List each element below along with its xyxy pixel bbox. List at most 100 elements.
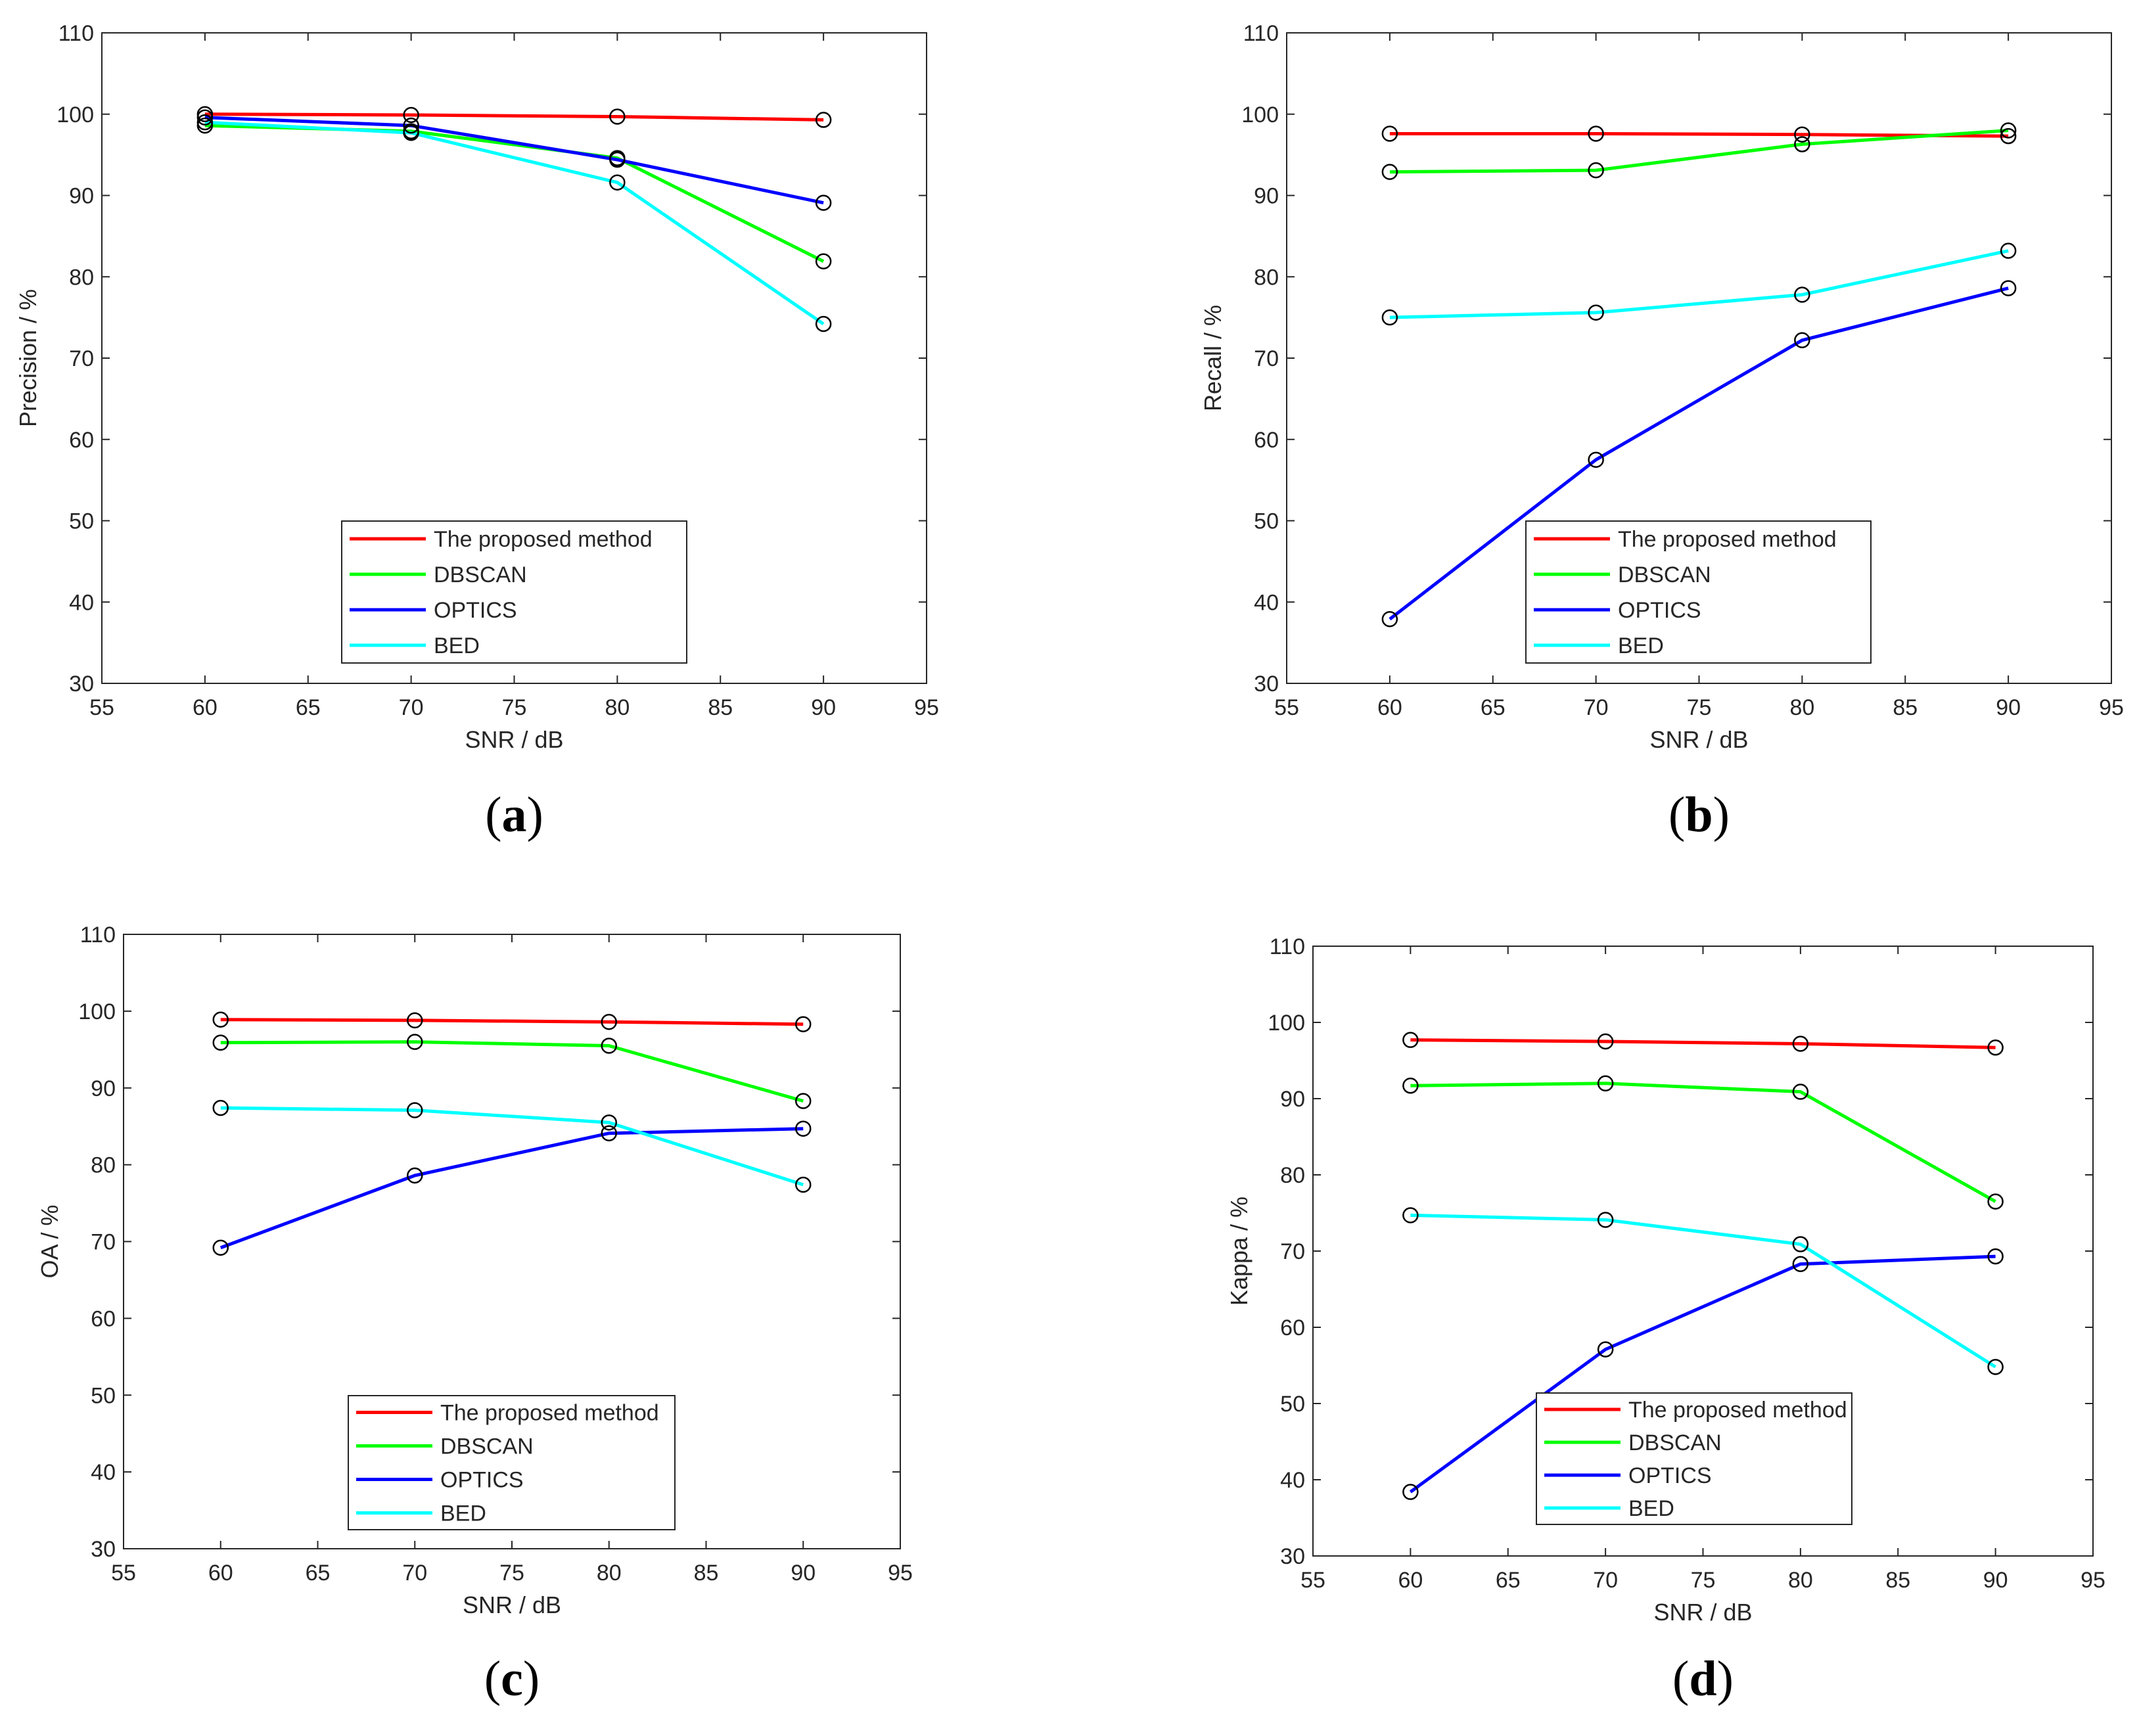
data-point-bed [1987, 1359, 2004, 1375]
data-point-optics [1597, 1341, 1614, 1358]
series-line-bed [1389, 249, 2009, 319]
x-tick-label: 65 [296, 695, 321, 720]
legend-label-dbscan: DBSCAN [434, 562, 527, 587]
panel-label: (a) [485, 787, 543, 842]
data-point-dbscan [2000, 122, 2017, 139]
x-tick-label: 65 [1481, 695, 1506, 720]
y-tick-label: 80 [1254, 265, 1279, 290]
y-tick-label: 90 [1254, 184, 1279, 209]
x-tick-label: 75 [1691, 1568, 1716, 1593]
data-point-dbscan [1381, 164, 1398, 180]
x-tick-label: 60 [193, 695, 218, 720]
data-point-bed [2000, 242, 2017, 259]
x-axis-label: SNR / dB [1653, 1599, 1752, 1626]
data-point-proposed [815, 112, 832, 128]
data-point-dbscan [795, 1093, 812, 1109]
x-tick-label: 65 [306, 1561, 331, 1586]
x-tick-label: 80 [597, 1561, 622, 1586]
data-point-bed [609, 174, 626, 191]
x-axis-label: SNR / dB [463, 1591, 561, 1618]
y-tick-label: 30 [69, 672, 94, 697]
y-tick-label: 70 [69, 346, 94, 371]
x-tick-label: 75 [499, 1561, 524, 1586]
y-tick-label: 60 [91, 1306, 116, 1331]
x-tick-label: 60 [1398, 1568, 1423, 1593]
x-tick-label: 85 [1885, 1568, 1910, 1593]
data-point-bed [1402, 1207, 1419, 1223]
legend-label-proposed: The proposed method [1628, 1398, 1847, 1423]
y-tick-label: 110 [1270, 934, 1305, 959]
data-point-proposed [1794, 126, 1810, 143]
x-axis-label: SNR / dB [1649, 726, 1748, 753]
series-line-optics [1389, 286, 2009, 621]
x-tick-label: 95 [888, 1561, 913, 1586]
y-tick-label: 30 [1280, 1544, 1305, 1569]
data-point-bed [1794, 286, 1810, 303]
x-tick-label: 80 [605, 695, 630, 720]
y-tick-label: 100 [57, 103, 94, 127]
legend-box [348, 1395, 676, 1530]
legend-label-optics: OPTICS [1618, 598, 1701, 623]
legend-label-proposed: The proposed method [440, 1401, 659, 1426]
data-point-optics [1588, 451, 1604, 468]
x-tick-label: 80 [1789, 695, 1814, 720]
y-tick-label: 80 [69, 265, 94, 290]
y-tick-label: 110 [80, 923, 116, 948]
data-point-optics [403, 117, 419, 134]
y-tick-label: 70 [1280, 1239, 1305, 1264]
data-point-proposed [1987, 1039, 2004, 1056]
data-point-optics [1402, 1484, 1419, 1500]
y-tick-label: 70 [91, 1230, 116, 1255]
y-tick-label: 100 [78, 999, 116, 1024]
y-axis-label: Recall / % [1199, 305, 1226, 411]
data-point-optics [601, 1125, 617, 1141]
data-point-bed [1597, 1212, 1614, 1228]
chart-panel-a: 55 60 65 70 75 80 85 90 95 30 40 50 60 70 80 90 100 110 SN… [14, 21, 939, 842]
series-line-dbscan [1410, 1082, 1996, 1203]
y-tick-label: 110 [58, 21, 94, 46]
data-point-proposed [1792, 1036, 1809, 1052]
y-tick-label: 90 [91, 1076, 116, 1101]
data-point-dbscan [407, 1034, 423, 1050]
y-tick-label: 70 [1254, 346, 1279, 371]
data-point-bed [815, 315, 832, 332]
legend-label-bed: BED [1618, 633, 1664, 658]
data-point-bed [212, 1099, 229, 1116]
legend-box [1536, 1392, 1852, 1525]
data-point-bed [196, 114, 214, 131]
x-tick-label: 95 [2099, 695, 2124, 720]
y-tick-label: 50 [69, 509, 94, 534]
x-tick-label: 90 [811, 695, 836, 720]
legend-label-dbscan: DBSCAN [440, 1434, 534, 1459]
x-tick-label: 90 [1996, 695, 2021, 720]
series-line-proposed [1389, 131, 2009, 138]
data-point-proposed [795, 1016, 812, 1032]
data-point-optics [1987, 1248, 2004, 1265]
series-line-dbscan [1389, 129, 2009, 174]
data-point-optics [2000, 280, 2017, 296]
legend-label-optics: OPTICS [1628, 1463, 1712, 1488]
y-axis-label: Precision / % [14, 289, 41, 427]
series-line-optics [204, 116, 824, 205]
series-line-proposed [204, 112, 824, 122]
data-point-dbscan [1987, 1193, 2004, 1210]
y-tick-label: 60 [1280, 1315, 1305, 1340]
x-tick-label: 55 [1274, 695, 1299, 720]
data-point-optics [196, 109, 214, 126]
y-axis-label: OA / % [36, 1204, 63, 1278]
panel-label: (d) [1672, 1651, 1734, 1706]
data-point-proposed [609, 108, 626, 125]
x-tick-label: 55 [1300, 1568, 1325, 1593]
panel-label: (b) [1668, 787, 1730, 842]
data-point-dbscan [1588, 162, 1604, 179]
x-tick-label: 60 [208, 1561, 233, 1586]
y-tick-label: 60 [1254, 428, 1279, 453]
panel-label: (c) [484, 1651, 540, 1706]
series-line-optics [1409, 1254, 1996, 1494]
y-tick-label: 50 [1280, 1392, 1305, 1417]
series-line-bed [204, 120, 825, 326]
x-tick-label: 90 [1983, 1568, 2008, 1593]
data-point-bed [1792, 1236, 1809, 1252]
y-tick-label: 90 [1280, 1087, 1305, 1112]
x-tick-label: 75 [1687, 695, 1712, 720]
